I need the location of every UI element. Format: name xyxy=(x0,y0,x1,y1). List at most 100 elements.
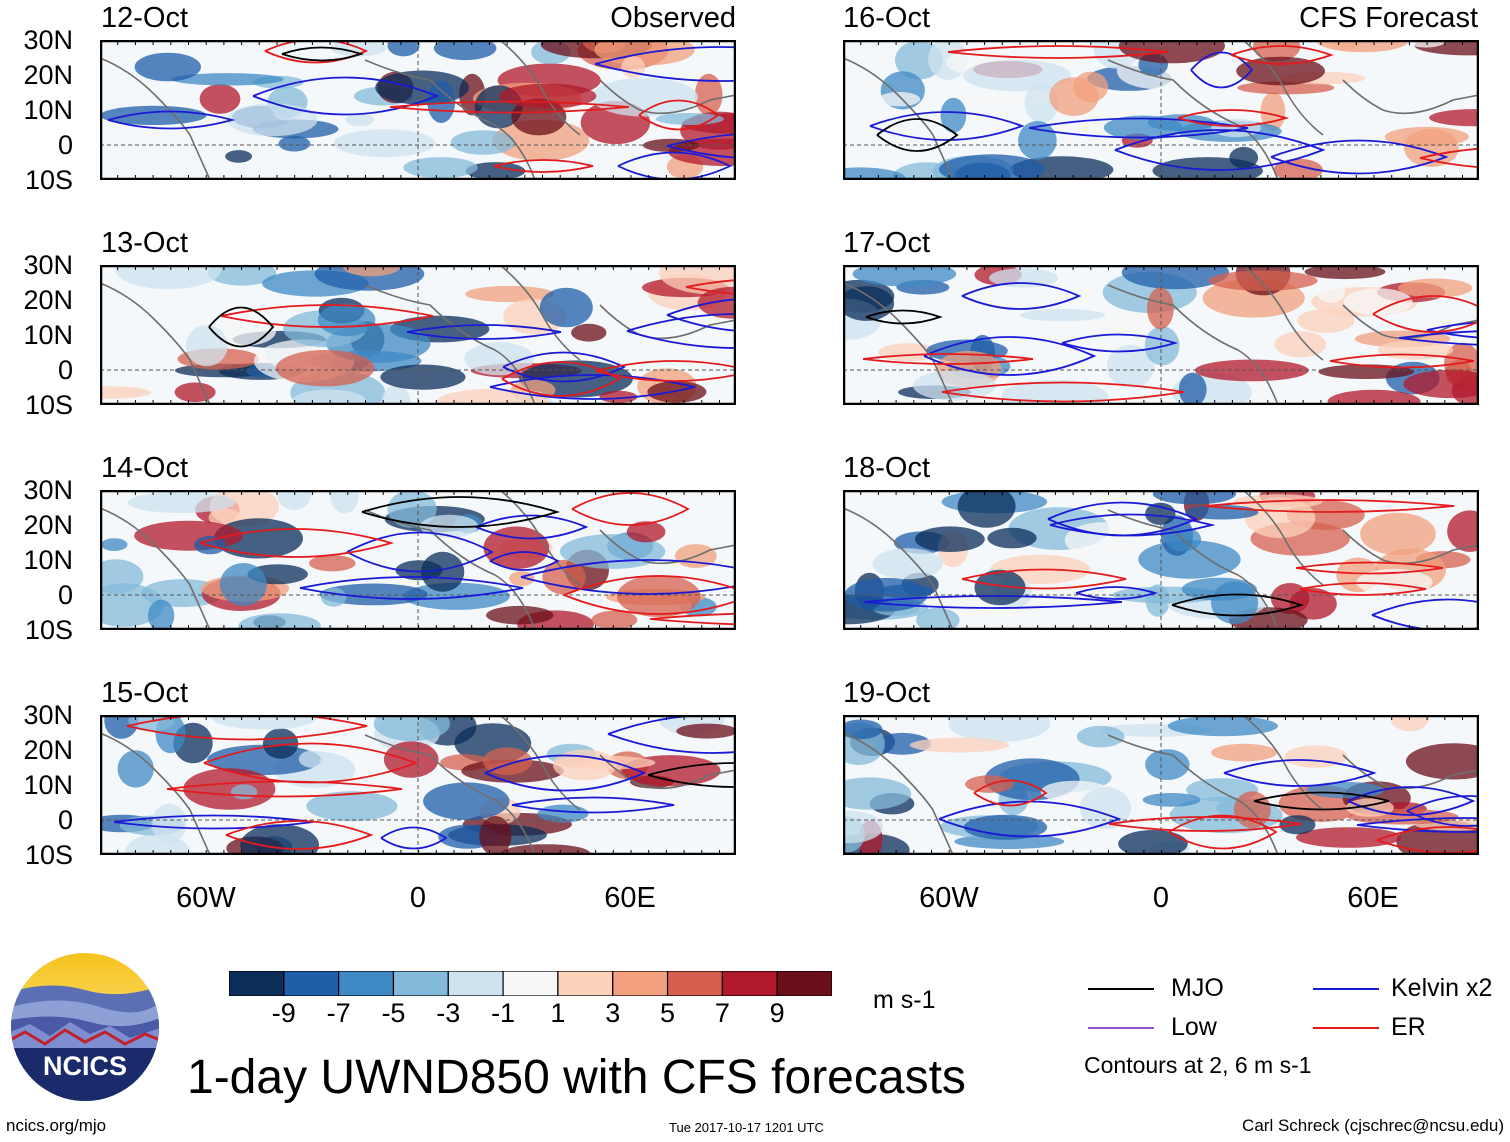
wind-map xyxy=(100,40,736,180)
colorbar-tick-label: 3 xyxy=(605,998,621,1028)
wind-anomaly-patch xyxy=(1297,308,1355,333)
wind-anomaly-patch xyxy=(492,119,590,161)
y-tick-label: 10N xyxy=(23,320,73,350)
wind-anomaly-patch xyxy=(1390,715,1429,732)
legend-line-er xyxy=(1313,1027,1379,1029)
colorbar-swatch xyxy=(338,971,395,996)
y-tick-label: 30N xyxy=(23,25,73,55)
wind-anomaly-patch xyxy=(591,610,638,630)
wind-anomaly-patch xyxy=(309,555,356,572)
wind-anomaly-patch xyxy=(330,490,359,514)
wind-anomaly-patch xyxy=(421,551,465,592)
wind-anomaly-patch xyxy=(345,113,374,127)
wave-contour xyxy=(941,381,1185,403)
wave-contour xyxy=(511,796,675,814)
wind-anomaly-patch xyxy=(219,563,267,606)
colorbar-tick-label: 1 xyxy=(550,998,566,1028)
wind-anomaly-patch xyxy=(987,527,1037,549)
map-panel-18oct xyxy=(843,490,1479,630)
wave-contour xyxy=(865,309,943,325)
panel-date-4: 15-Oct xyxy=(101,677,189,709)
footer-timestamp: Tue 2017-10-17 1201 UTC xyxy=(669,1120,824,1135)
wave-contour xyxy=(361,496,561,528)
y-tick-label: 30N xyxy=(23,700,73,730)
wave-contour xyxy=(489,551,560,571)
wave-contour xyxy=(1114,129,1326,171)
y-tick-label: 0 xyxy=(57,355,73,385)
wave-contour xyxy=(199,528,395,558)
x-tick-60w-right: 60W xyxy=(919,882,979,914)
y-tick-label: 0 xyxy=(57,130,73,160)
wind-anomaly-patch xyxy=(1049,77,1099,116)
coastline xyxy=(1242,490,1324,586)
wave-contour xyxy=(876,118,959,152)
wind-anomaly-patch xyxy=(306,791,398,822)
wind-anomaly-patch xyxy=(1398,278,1473,298)
wind-anomaly-patch xyxy=(147,599,175,630)
wave-contour xyxy=(1329,353,1475,369)
coastline xyxy=(1107,734,1279,855)
wind-anomaly-patch xyxy=(1403,369,1479,399)
wind-anomaly-patch xyxy=(1064,522,1144,559)
wind-anomaly-patch xyxy=(843,777,912,810)
y-tick-label: 20N xyxy=(23,285,73,315)
wind-anomaly-patch xyxy=(1284,745,1348,768)
wave-contour xyxy=(862,353,1034,365)
legend-label-er: ER xyxy=(1391,1013,1426,1041)
wind-anomaly-patch xyxy=(395,560,443,581)
wave-contour xyxy=(1204,499,1455,513)
wind-anomaly-patch xyxy=(314,265,425,291)
wind-anomaly-patch xyxy=(1118,40,1225,64)
coastline xyxy=(1242,265,1324,361)
wind-anomaly-patch xyxy=(1273,158,1323,180)
colorbar-tick-label: -9 xyxy=(271,998,296,1028)
wave-contour xyxy=(225,820,374,850)
x-tick-0-left: 0 xyxy=(409,882,427,914)
wind-anomaly-patch xyxy=(948,715,1051,742)
wind-anomaly-patch xyxy=(1145,502,1176,525)
wind-map xyxy=(100,265,736,405)
wind-anomaly-patch xyxy=(486,605,554,625)
wind-anomaly-patch xyxy=(185,325,228,367)
wind-anomaly-patch xyxy=(319,583,428,606)
coastline xyxy=(364,509,536,630)
panel-date-8: 19-Oct xyxy=(843,677,931,709)
wind-anomaly-patch xyxy=(387,40,420,57)
wave-contour xyxy=(380,826,448,850)
x-tick-60e-right: 60E xyxy=(1347,882,1399,914)
wind-anomaly-patch xyxy=(1237,81,1335,95)
wave-contour xyxy=(203,742,419,784)
map-frame xyxy=(843,490,1479,630)
wind-anomaly-patch xyxy=(171,73,284,86)
map-panel-13oct xyxy=(100,265,736,405)
wave-contour xyxy=(1171,593,1304,617)
wave-contour xyxy=(299,576,524,600)
wind-anomaly-patch xyxy=(403,582,510,610)
wind-anomaly-patch xyxy=(659,265,736,295)
wind-anomaly-patch xyxy=(940,97,967,133)
wind-anomaly-patch xyxy=(183,768,276,810)
wind-anomaly-patch xyxy=(373,715,451,742)
wind-anomaly-patch xyxy=(1076,725,1125,748)
wave-contour xyxy=(973,779,1048,807)
contour-note: Contours at 2, 6 m s-1 xyxy=(1084,1052,1312,1078)
wave-contour xyxy=(1270,139,1449,175)
wave-contour xyxy=(617,151,733,180)
legend-line-mjo xyxy=(1088,988,1154,990)
wind-anomaly-patch xyxy=(1304,265,1386,280)
cfs-forecast-label: CFS Forecast xyxy=(1299,2,1478,34)
coastline xyxy=(1342,79,1479,115)
y-tick-label: 0 xyxy=(57,805,73,835)
map-frame xyxy=(100,265,736,405)
coastline xyxy=(100,282,211,405)
map-panel-16oct xyxy=(843,40,1479,180)
wind-anomaly-patch xyxy=(278,135,311,152)
wind-anomaly-patch xyxy=(1343,288,1413,316)
map-frame xyxy=(843,265,1479,405)
wave-contour xyxy=(1376,826,1479,854)
wind-anomaly-patch xyxy=(212,715,317,730)
y-tick-label: 20N xyxy=(23,735,73,765)
footer-url[interactable]: ncics.org/mjo xyxy=(6,1116,107,1135)
wind-anomaly-patch xyxy=(1142,793,1201,807)
y-tick-label: 30N xyxy=(23,475,73,505)
